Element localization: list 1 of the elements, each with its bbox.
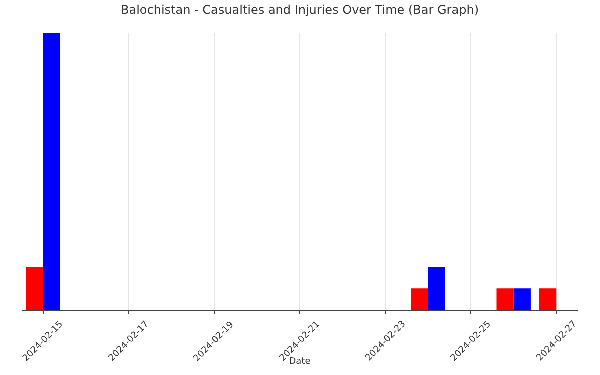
chart-title: Balochistan - Casualties and Injuries Over Time (Bar Graph) bbox=[121, 3, 479, 18]
